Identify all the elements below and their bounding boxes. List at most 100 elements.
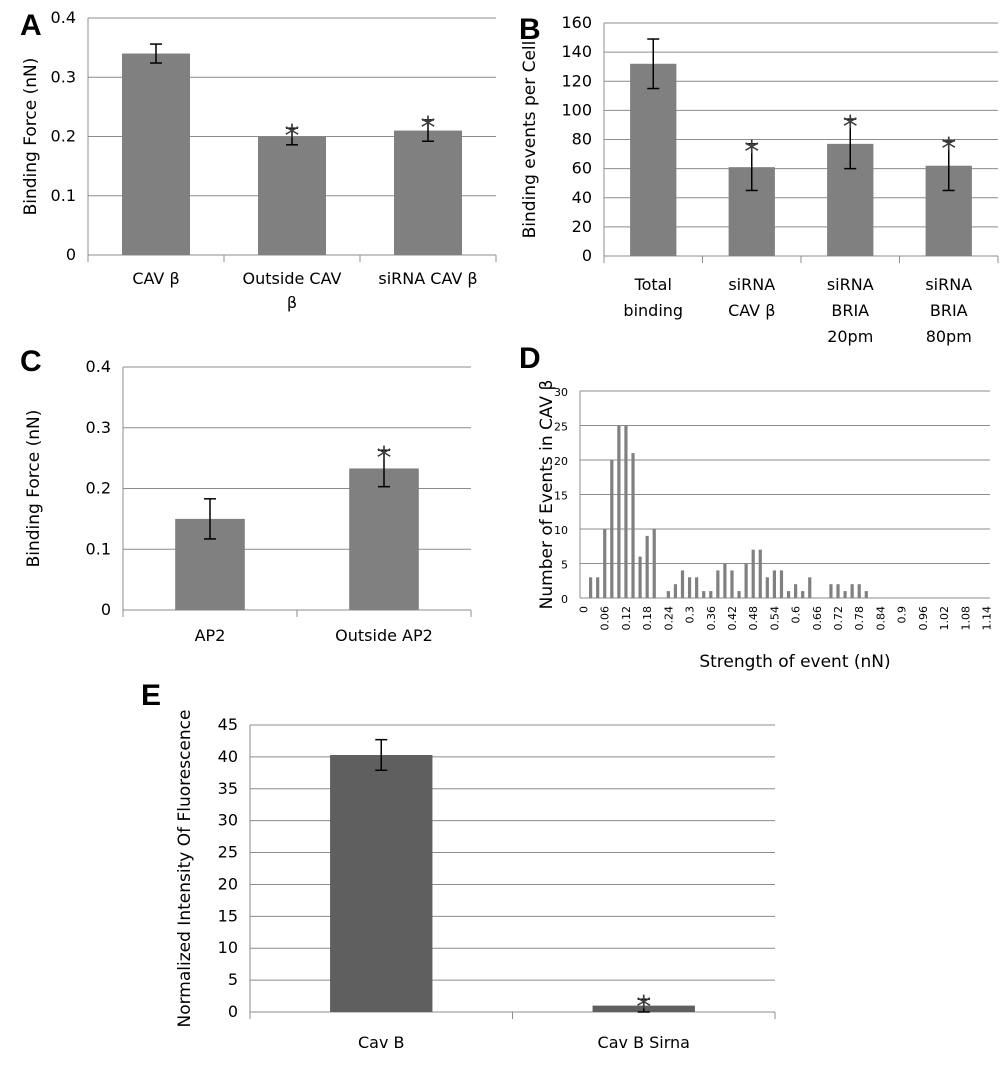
histogram-bar xyxy=(864,591,868,598)
panel-letter-b: B xyxy=(519,13,541,46)
category-label-b: siRNA xyxy=(728,275,775,294)
y-tick-label-a: 0.1 xyxy=(51,186,76,205)
y-tick-label-e: 10 xyxy=(218,938,238,957)
histogram-bar xyxy=(709,591,713,598)
histogram-bar xyxy=(744,563,748,598)
y-tick-label-e: 40 xyxy=(218,747,238,766)
x-tick-label-d: 1.02 xyxy=(938,606,951,631)
x-tick-label-d: 0.3 xyxy=(684,606,697,624)
x-tick-label-d: 0.54 xyxy=(768,606,781,631)
histogram-bar xyxy=(666,591,670,598)
histogram-bar xyxy=(829,584,833,598)
y-tick-label-a: 0.4 xyxy=(51,8,76,27)
histogram-bar xyxy=(603,529,607,598)
y-tick-label-b: 80 xyxy=(572,130,592,149)
x-tick-label-d: 0.9 xyxy=(896,606,909,624)
y-axis-label-a: Binding Force (nN) xyxy=(21,58,41,216)
chart-b: 0 20 40 60 80 100 120 140 160 Binding events per … xyxy=(520,13,999,346)
category-label-a: CAV β xyxy=(132,269,179,288)
significance-star-a: * xyxy=(421,111,436,146)
y-tick-label-a: 0.2 xyxy=(51,127,76,146)
y-axis-label-d: Number of Events in CAV β xyxy=(537,380,557,610)
y-tick-label-d: 15 xyxy=(554,490,568,503)
y-tick-label-a: 0.3 xyxy=(51,67,76,86)
y-tick-label-e: 35 xyxy=(218,779,238,798)
x-tick-label-d: 0.12 xyxy=(620,606,633,631)
histogram-bar xyxy=(631,453,635,598)
x-tick-label-d: 0.66 xyxy=(811,606,824,631)
x-tick-label-d: 1.14 xyxy=(980,606,993,631)
histogram-bar xyxy=(850,584,854,598)
histogram-bar xyxy=(801,591,805,598)
significance-star-b: * xyxy=(941,132,956,167)
chart-e: 0 5 10 15 20 25 30 35 40 45 Normalized Intensity O… xyxy=(175,710,776,1052)
y-tick-label-b: 160 xyxy=(561,13,592,32)
bar-a xyxy=(122,53,190,255)
histogram-bar xyxy=(772,570,776,598)
histogram-bar xyxy=(765,577,769,598)
significance-star-a: * xyxy=(285,119,300,154)
category-label-a: siRNA CAV β xyxy=(378,269,477,288)
x-tick-label-d: 0.72 xyxy=(832,606,845,631)
y-axis-label-e: Normalized Intensity Of Fluorescence xyxy=(175,710,195,1028)
histogram-bar xyxy=(794,584,798,598)
category-label-c: Outside AP2 xyxy=(335,626,433,645)
bar-e xyxy=(330,754,433,1012)
histogram-bar xyxy=(610,460,614,598)
x-tick-label-d: 0.36 xyxy=(705,606,718,631)
y-tick-label-c: 0 xyxy=(101,600,111,619)
y-tick-label-d: 10 xyxy=(554,524,568,537)
category-label-b: BRIA xyxy=(831,301,869,320)
significance-star-e: * xyxy=(636,990,651,1025)
y-tick-label-b: 0 xyxy=(582,246,592,265)
y-tick-label-b: 100 xyxy=(561,100,592,119)
histogram-bar xyxy=(808,577,812,598)
histogram-bar xyxy=(695,577,699,598)
y-tick-label-e: 0 xyxy=(228,1002,238,1021)
y-tick-label-b: 120 xyxy=(561,71,592,90)
x-tick-label-d: 0.18 xyxy=(641,606,654,631)
y-tick-label-c: 0.1 xyxy=(86,539,111,558)
y-tick-label-e: 45 xyxy=(218,715,238,734)
histogram-bar xyxy=(617,425,621,598)
y-tick-label-c: 0.3 xyxy=(86,418,111,437)
category-label-a: β xyxy=(287,293,297,312)
x-tick-label-d: 1.08 xyxy=(959,606,972,631)
y-tick-label-b: 40 xyxy=(572,188,592,207)
x-tick-label-d: 0.42 xyxy=(726,606,739,631)
chart-c: 0 0.1 0.2 0.3 0.4 Binding Force (nN) AP2 * Outsi… xyxy=(24,357,472,645)
category-label-b: BRIA xyxy=(930,301,968,320)
panel-letter-a: A xyxy=(20,9,42,42)
histogram-bar xyxy=(786,591,791,598)
histogram-bar xyxy=(723,563,727,598)
category-label-b: 20pm xyxy=(827,327,873,346)
panel-letter-e: E xyxy=(141,679,161,712)
significance-star-b: * xyxy=(744,135,759,170)
histogram-bar xyxy=(843,591,847,598)
x-tick-label-d: 0.48 xyxy=(747,606,760,631)
histogram-bar xyxy=(737,591,741,598)
y-tick-label-e: 20 xyxy=(218,874,238,893)
histogram-bar xyxy=(751,549,755,598)
bar-a xyxy=(258,136,326,255)
x-tick-label-d: 0.24 xyxy=(662,606,675,631)
y-tick-label-d: 0 xyxy=(561,593,568,606)
y-tick-label-e: 30 xyxy=(218,811,238,830)
category-label-b: Total xyxy=(634,275,672,294)
histogram-bar xyxy=(624,425,628,598)
significance-star-b: * xyxy=(843,110,858,145)
category-label-b: siRNA xyxy=(827,275,874,294)
y-tick-label-e: 15 xyxy=(218,906,238,925)
significance-star-c: * xyxy=(377,441,392,476)
category-label-b: 80pm xyxy=(926,327,972,346)
histogram-bar xyxy=(779,570,784,598)
chart-a: 0 0.1 0.2 0.3 0.4 Binding Force (nN) CAV β * Out… xyxy=(21,8,497,312)
x-tick-label-d: 0.06 xyxy=(599,606,612,631)
histogram-bar xyxy=(702,591,706,598)
y-tick-label-c: 0.2 xyxy=(86,479,111,498)
category-label-c: AP2 xyxy=(195,626,226,645)
y-tick-label-b: 60 xyxy=(572,159,592,178)
x-tick-label-d: 0.84 xyxy=(874,606,887,631)
